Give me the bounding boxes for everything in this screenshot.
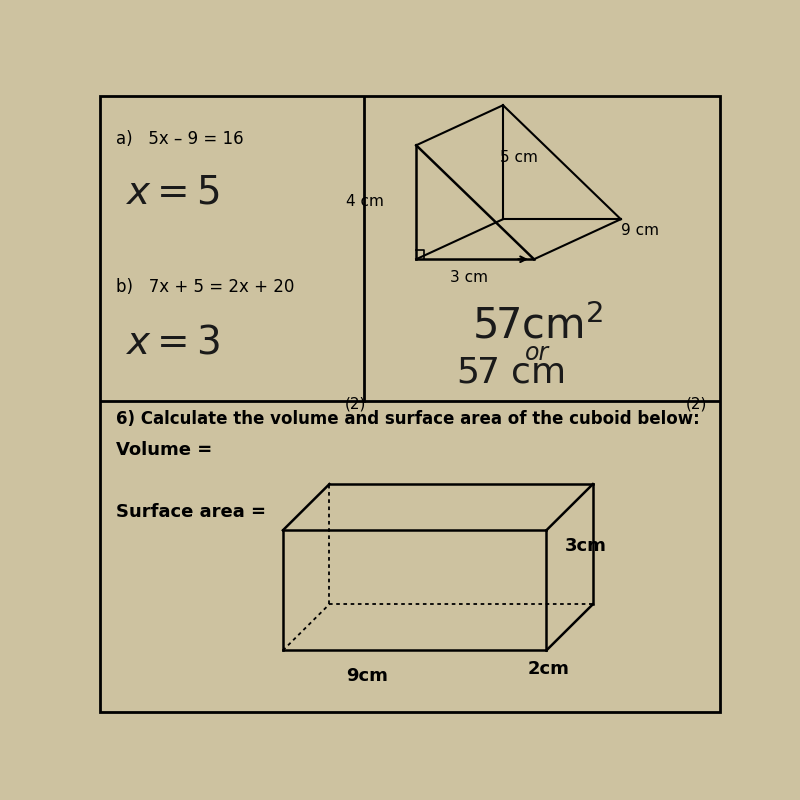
Text: 9 cm: 9 cm xyxy=(621,222,659,238)
Text: 5 cm: 5 cm xyxy=(500,150,538,166)
Text: 2cm: 2cm xyxy=(528,660,570,678)
Text: a)   5x – 9 = 16: a) 5x – 9 = 16 xyxy=(115,130,243,148)
Text: 4 cm: 4 cm xyxy=(346,194,384,210)
Text: b)   7x + 5 = 2x + 20: b) 7x + 5 = 2x + 20 xyxy=(115,278,294,296)
Text: or: or xyxy=(525,341,549,365)
Text: (2): (2) xyxy=(686,397,707,412)
Text: Volume =: Volume = xyxy=(115,441,212,459)
Text: Surface area =: Surface area = xyxy=(115,502,266,521)
Text: 6) Calculate the volume and surface area of the cuboid below:: 6) Calculate the volume and surface area… xyxy=(115,410,699,428)
Text: $\it{57}$ cm: $\it{57}$ cm xyxy=(457,356,565,390)
Text: 3 cm: 3 cm xyxy=(450,270,488,285)
Text: $\it{x}=5$: $\it{x}=5$ xyxy=(125,173,220,211)
Text: 9cm: 9cm xyxy=(346,667,387,685)
Text: 3cm: 3cm xyxy=(565,537,607,554)
Text: $\it{57}$cm$^2$: $\it{57}$cm$^2$ xyxy=(472,306,603,348)
Text: (2): (2) xyxy=(345,397,366,412)
Text: $\it{x}=3$: $\it{x}=3$ xyxy=(125,324,220,362)
